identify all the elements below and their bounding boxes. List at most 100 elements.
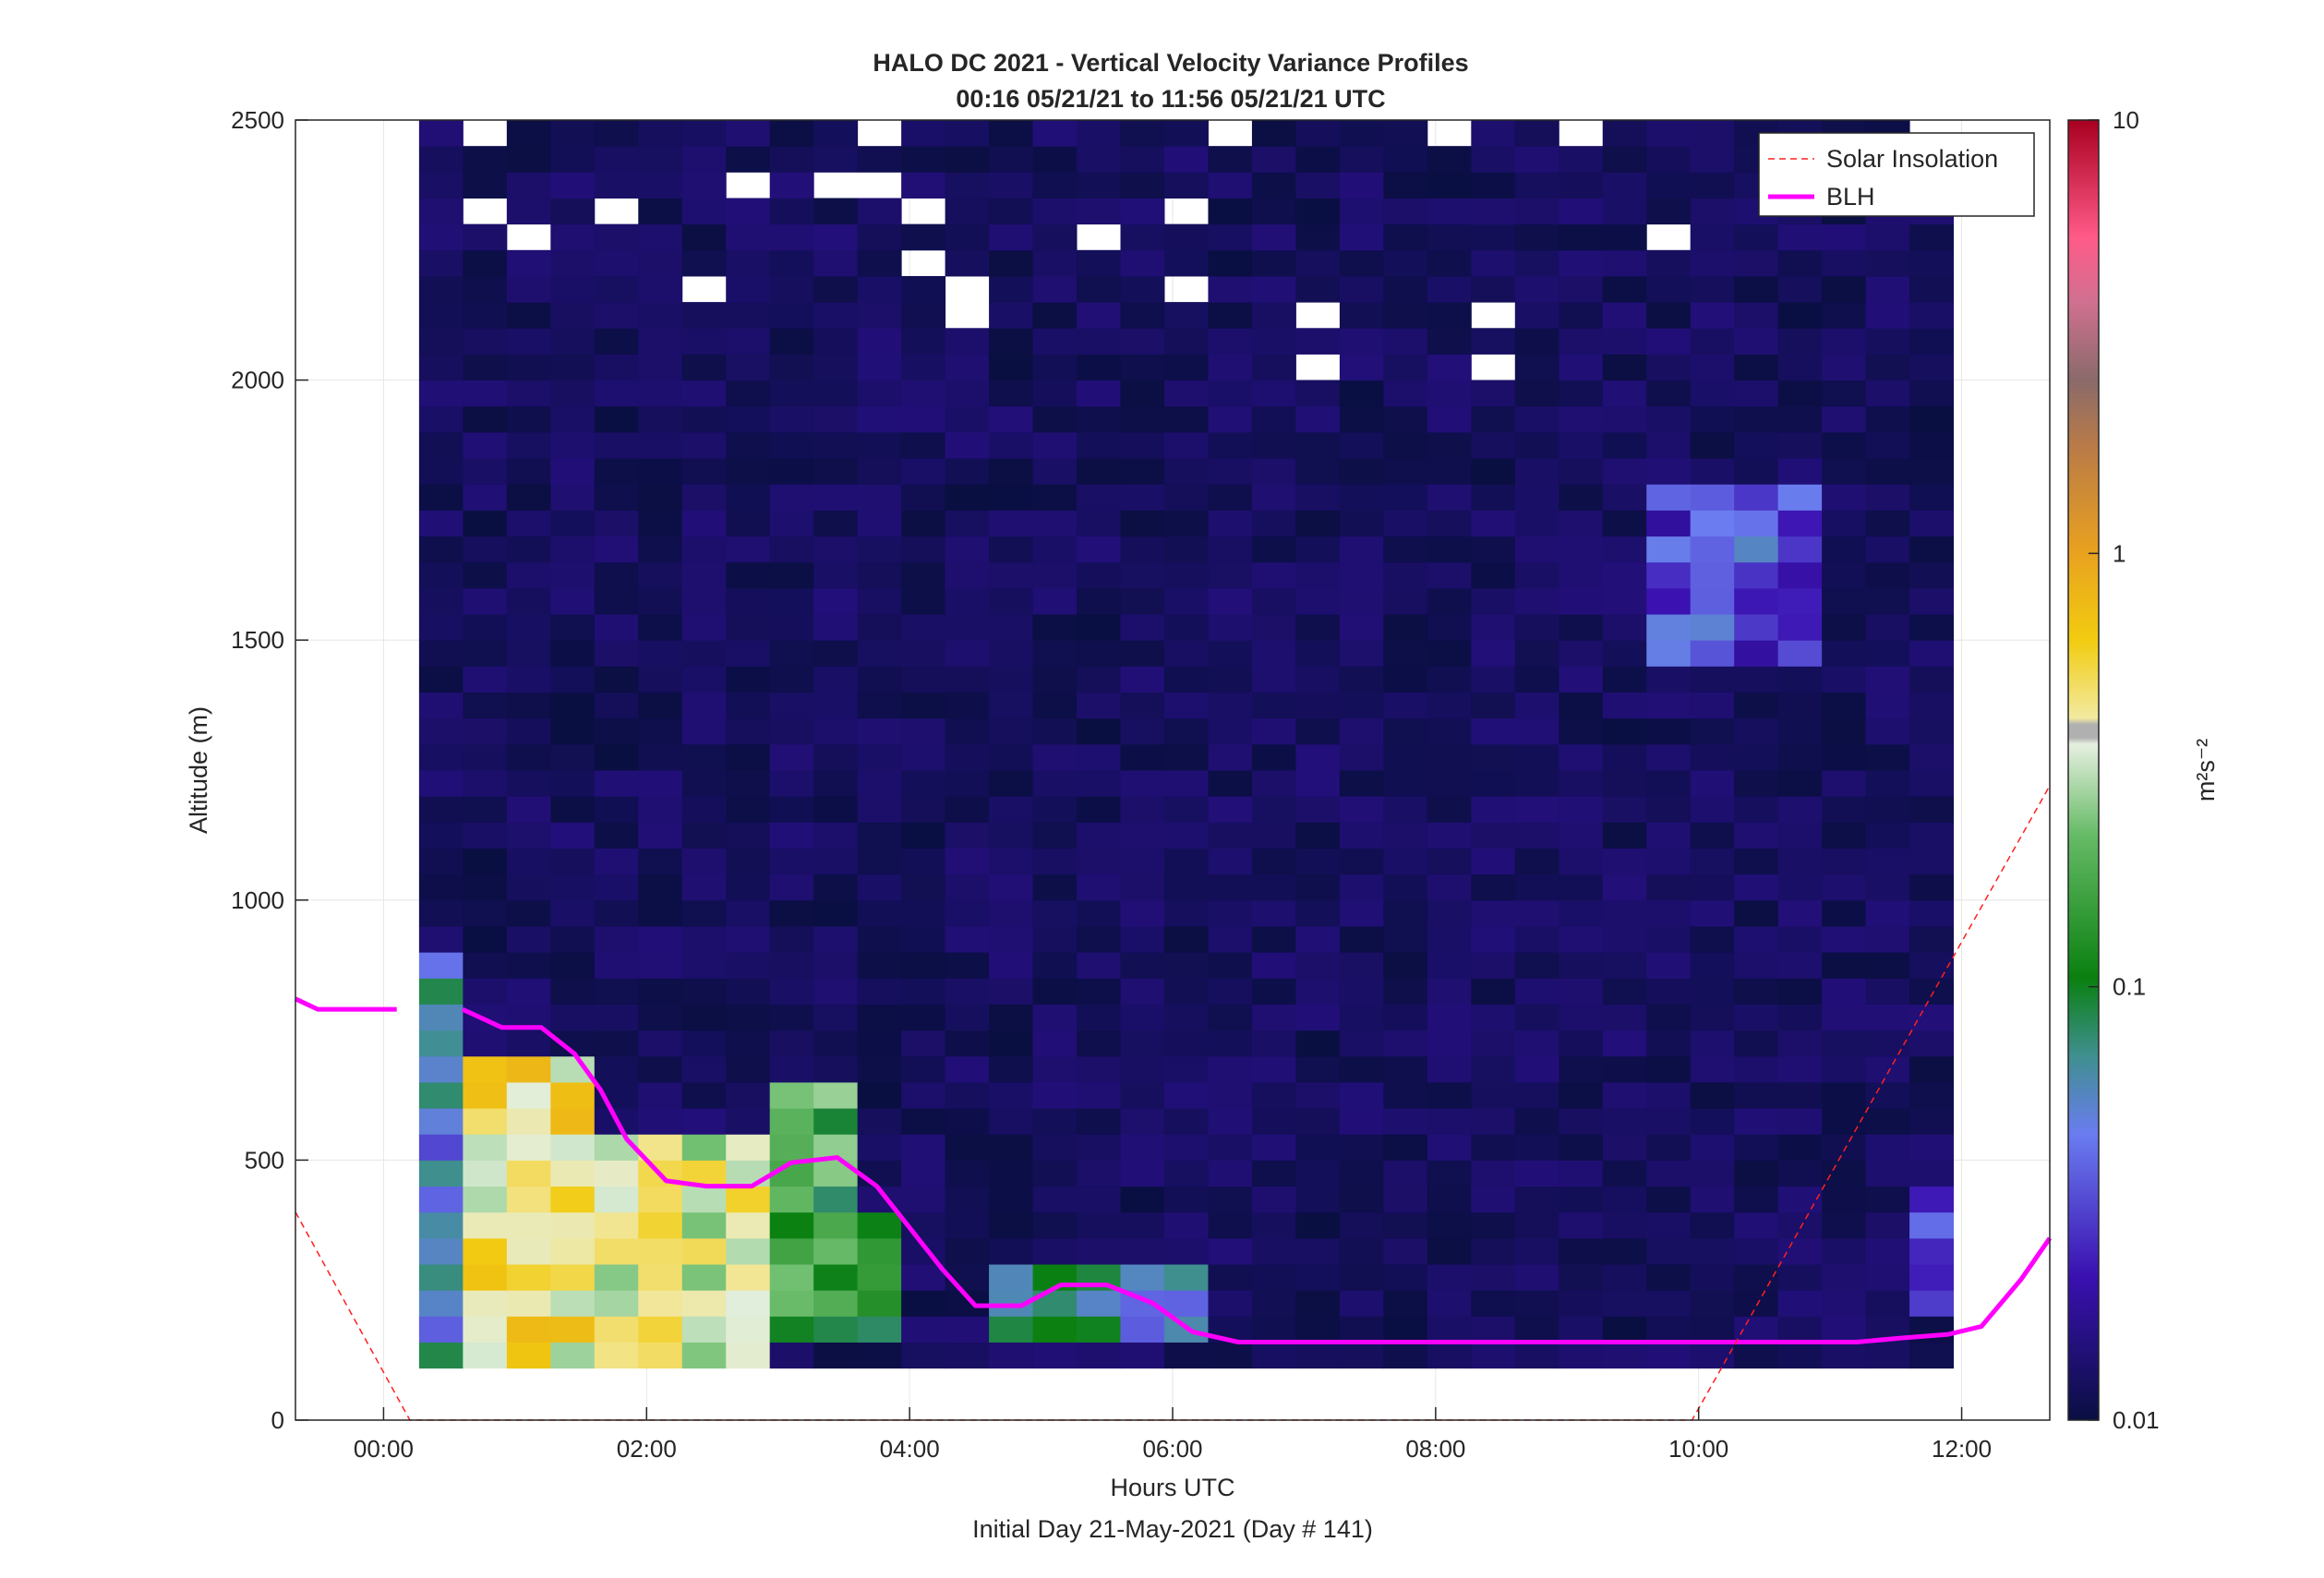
heatmap-cell: [726, 978, 771, 1005]
heatmap-cell: [1339, 146, 1384, 173]
heatmap-cell: [1163, 536, 1209, 563]
heatmap-cell: [989, 770, 1034, 797]
heatmap-cell: [681, 692, 727, 719]
heatmap-cell: [1909, 249, 1955, 277]
heatmap-cell: [945, 770, 990, 797]
heatmap-cell: [1120, 925, 1165, 953]
heatmap-cell: [1208, 275, 1253, 303]
heatmap-cell: [463, 1211, 508, 1239]
heatmap-cell: [945, 458, 990, 485]
heatmap-cell: [1559, 328, 1604, 355]
heatmap-cell: [1295, 198, 1341, 225]
heatmap-cell: [1208, 354, 1253, 381]
heatmap-cell: [1208, 640, 1253, 667]
heatmap-cell: [1909, 770, 1955, 797]
colorbar-tick-label: 1: [2113, 539, 2125, 567]
heatmap-cell: [813, 1290, 859, 1317]
heatmap-cell: [1559, 873, 1604, 901]
heatmap-cell: [857, 1316, 902, 1343]
heatmap-cell: [594, 717, 639, 745]
heatmap-cell: [1471, 1160, 1516, 1187]
heatmap-cell: [638, 692, 683, 719]
heatmap-cell: [550, 848, 596, 875]
heatmap-cell: [813, 587, 859, 615]
heatmap-cell: [506, 925, 551, 953]
heatmap-cell: [1077, 275, 1122, 303]
heatmap-cell: [418, 223, 464, 251]
heatmap-cell: [638, 379, 683, 407]
heatmap-cell: [1822, 587, 1867, 615]
heatmap-cell: [1909, 1264, 1955, 1291]
heatmap-cell: [1909, 614, 1955, 641]
heatmap-cell: [1339, 614, 1384, 641]
heatmap-cell: [726, 1290, 771, 1317]
heatmap-cell: [901, 666, 946, 693]
heatmap-cell: [945, 1186, 990, 1213]
heatmap-cell: [1514, 692, 1559, 719]
heatmap-cell: [726, 561, 771, 589]
heatmap-cell: [1208, 1186, 1253, 1213]
heatmap-cell: [1295, 743, 1341, 771]
heatmap-cell: [681, 1316, 727, 1343]
heatmap-cell: [1339, 275, 1384, 303]
heatmap-cell: [857, 743, 902, 771]
heatmap-cell: [1077, 1237, 1122, 1265]
heatmap-cell: [945, 354, 990, 381]
heatmap-cell: [1559, 692, 1604, 719]
heatmap-cell: [1208, 510, 1253, 537]
heatmap-cell: [1559, 1264, 1604, 1291]
heatmap-cell: [1471, 458, 1516, 485]
heatmap-cell: [1734, 536, 1779, 563]
heatmap-cell: [1295, 796, 1341, 823]
heatmap-cell: [1690, 405, 1735, 433]
heatmap-cell: [1734, 1108, 1779, 1135]
heatmap-cell: [1646, 1186, 1692, 1213]
heatmap-cell: [463, 302, 508, 329]
heatmap-cell: [901, 1134, 946, 1161]
heatmap-cell: [1777, 796, 1823, 823]
heatmap-cell: [1602, 822, 1647, 849]
heatmap-cell: [1514, 146, 1559, 173]
heatmap-cell: [1120, 822, 1165, 849]
y-tick-label: 500: [245, 1146, 284, 1174]
heatmap-cell: [1602, 146, 1647, 173]
heatmap-cell: [1822, 1186, 1867, 1213]
heatmap-cell: [1822, 925, 1867, 953]
heatmap-cell: [1690, 822, 1735, 849]
heatmap-cell: [857, 796, 902, 823]
heatmap-cell: [1339, 1316, 1384, 1343]
heatmap-cell: [506, 692, 551, 719]
heatmap-cell: [813, 1160, 859, 1187]
heatmap-cell: [1295, 614, 1341, 641]
heatmap-cell: [1865, 925, 1910, 953]
heatmap-cell: [1646, 666, 1692, 693]
heatmap-cell: [945, 848, 990, 875]
heatmap-cell: [1646, 1108, 1692, 1135]
heatmap-cell: [945, 120, 990, 147]
heatmap-cell: [1295, 275, 1341, 303]
heatmap-cell: [463, 1055, 508, 1083]
heatmap-cell: [1295, 1211, 1341, 1239]
heatmap-cell: [726, 873, 771, 901]
heatmap-cell: [550, 302, 596, 329]
heatmap-cell: [1777, 614, 1823, 641]
heatmap-cell: [813, 666, 859, 693]
heatmap-cell: [1690, 249, 1735, 277]
heatmap-cell: [418, 1186, 464, 1213]
heatmap-cell: [1120, 717, 1165, 745]
heatmap-cell: [1251, 743, 1296, 771]
heatmap-cell: [1339, 458, 1384, 485]
heatmap-cell: [945, 692, 990, 719]
heatmap-cell: [989, 1134, 1034, 1161]
heatmap-cell: [1251, 1030, 1296, 1057]
heatmap-cell: [1514, 1055, 1559, 1083]
heatmap-cell: [1120, 223, 1165, 251]
heatmap-cell: [1777, 536, 1823, 563]
heatmap-cell: [1427, 1055, 1472, 1083]
heatmap-cell: [1822, 1211, 1867, 1239]
heatmap-cell: [1559, 1186, 1604, 1213]
heatmap-cell: [769, 666, 814, 693]
heatmap-cell: [1471, 328, 1516, 355]
heatmap-cell: [418, 146, 464, 173]
heatmap-cell: [638, 925, 683, 953]
